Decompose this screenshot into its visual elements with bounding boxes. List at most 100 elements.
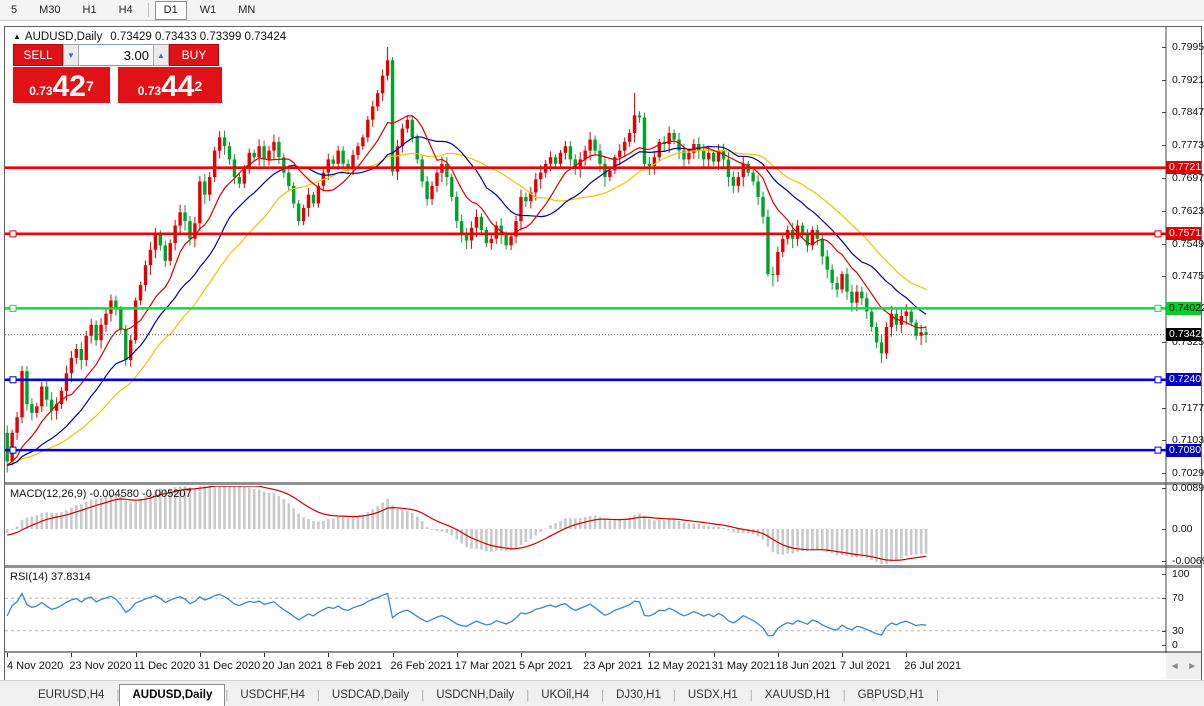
toolbar-separator [147, 3, 149, 17]
axis-tick-mark [1162, 144, 1166, 146]
timeframe-button-H4[interactable]: H4 [118, 3, 133, 16]
rsi-indicator-label: RSI(14) 37.8314 [10, 571, 91, 583]
date-tick-mark [585, 653, 587, 657]
scroll-left-icon[interactable]: ◄ [1169, 660, 1180, 672]
tab-stub [0, 687, 26, 706]
axis-tick-mark [1162, 440, 1166, 442]
axis-tick-label: -0.00697 [1172, 555, 1204, 568]
tab-separator: | [316, 690, 320, 702]
date-tick-label: 18 Jun 2021 [775, 660, 837, 672]
chart-tab-DJ30-H1[interactable]: DJ30,H1 [616, 689, 661, 701]
price-level-badge: 0.75712 [1166, 227, 1204, 241]
timeframe-button-D1[interactable]: D1 [154, 0, 187, 20]
chart-tab-USDCNH-Daily[interactable]: USDCNH,Daily [436, 689, 515, 701]
axis-tick-mark [1162, 645, 1166, 646]
tab-separator: | [842, 690, 846, 702]
sell-price-main: 42 [52, 70, 86, 103]
chart-window: ▲ AUDUSD,Daily 0.73429 0.73433 0.73399 0.7… [4, 26, 1204, 681]
buy-price-pip: 2 [194, 78, 203, 94]
volume-increase-button[interactable]: ▲ [153, 44, 169, 66]
buy-button[interactable]: BUY [169, 44, 219, 66]
axis-tick-mark [1162, 561, 1166, 563]
axis-tick-label: 100 [1172, 568, 1190, 580]
date-tick-label: 23 Apr 2021 [583, 660, 643, 672]
chart-tab-USDCHF-H4[interactable]: USDCHF,H4 [240, 689, 305, 701]
timeframe-button-5[interactable]: 5 [11, 3, 18, 16]
date-tick-mark [906, 653, 908, 657]
chart-tabs-bar: EURUSD,H4 | AUDUSD,Daily | USDCHF,H4 | USDCAD,… [0, 680, 1204, 706]
axis-tick-mark [1162, 488, 1166, 490]
date-tick-label: 26 Feb 2021 [390, 660, 453, 672]
date-tick-mark [777, 653, 779, 657]
timeframe-button-M30[interactable]: M30 [39, 3, 61, 16]
date-axis[interactable]: 4 Nov 2020 23 Nov 2020 11 Dec 2020 31 Dec 2… [5, 653, 1166, 679]
chart-tab-EURUSD-H4[interactable]: EURUSD,H4 [38, 689, 105, 701]
scroll-right-icon[interactable]: ► [1187, 660, 1198, 672]
timeframe-button-H1[interactable]: H1 [82, 3, 97, 16]
date-tick-mark [842, 653, 844, 657]
date-tick-label: 4 Nov 2020 [7, 660, 64, 672]
tab-separator: | [749, 690, 753, 702]
axis-tick-mark [1162, 529, 1166, 530]
date-tick-label: 7 Jul 2021 [840, 660, 891, 672]
date-tick-mark [328, 653, 330, 657]
chart-tab-USDX-H1[interactable]: USDX,H1 [687, 689, 738, 701]
chart-tab-USDCAD-Daily[interactable]: USDCAD,Daily [331, 689, 410, 701]
sell-price-pip: 7 [85, 78, 94, 94]
timeframe-toolbar: 5 M30 H1 H4 D1 W1 MN [0, 0, 1204, 21]
date-tick-mark [713, 653, 715, 657]
buy-price-button[interactable]: 0.73 44 2 [118, 67, 222, 103]
axis-tick-mark [1162, 276, 1166, 278]
axis-tick-label: 70 [1172, 592, 1184, 605]
price-level-badge: 0.73424 [1166, 328, 1204, 342]
tab-separator: | [225, 690, 229, 702]
sell-price-button[interactable]: 0.73 42 7 [13, 67, 110, 103]
axis-tick-label: 0 [1172, 639, 1178, 651]
chart-tab-AUDUSD-Daily[interactable]: AUDUSD,Daily [119, 684, 226, 706]
buy-price-prefix: 0.73 [137, 84, 162, 98]
sell-price-prefix: 0.73 [29, 84, 53, 98]
price-level-badge: 0.70807 [1166, 443, 1204, 457]
date-tick-mark [264, 653, 266, 657]
chart-symbol-label: AUDUSD,Daily [24, 31, 103, 43]
tab-separator: | [526, 690, 530, 702]
axis-tick-label: 0.00 [1172, 523, 1193, 535]
chart-ohlc-values: 0.73429 0.73433 0.73399 0.73424 [110, 31, 287, 43]
volume-input[interactable] [79, 44, 153, 66]
date-tick-label: 17 Mar 2021 [454, 660, 517, 672]
price-chart-canvas[interactable] [5, 27, 1201, 679]
timeframe-button-MN[interactable]: MN [238, 3, 256, 16]
timeframe-button-W1[interactable]: W1 [199, 3, 217, 16]
date-tick-label: 11 Dec 2020 [133, 660, 196, 672]
price-level-badge: 0.74022 [1166, 301, 1204, 315]
date-tick-label: 8 Feb 2021 [326, 660, 382, 672]
tab-separator: | [421, 690, 425, 702]
date-tick-mark [456, 653, 458, 657]
chart-header: ▲ AUDUSD,Daily 0.73429 0.73433 0.73399 0.7… [13, 31, 286, 43]
axis-tick-mark [1162, 630, 1166, 632]
macd-indicator-label: MACD(12,26,9) -0.004580 -0.005207 [10, 488, 192, 500]
collapse-triangle-icon[interactable]: ▲ [13, 32, 21, 41]
axis-tick-mark [1162, 598, 1166, 600]
axis-tick-mark [1162, 47, 1166, 48]
chart-tab-XAUUSD-H1[interactable]: XAUUSD,H1 [764, 689, 831, 701]
sell-button[interactable]: SELL [13, 44, 63, 66]
tab-separator: | [601, 690, 605, 702]
tab-separator: | [936, 690, 940, 702]
chart-tab-UKOil-H4[interactable]: UKOil,H4 [541, 689, 590, 701]
chart-tab-GBPUSD-H1[interactable]: GBPUSD,H1 [857, 689, 925, 701]
tab-separator: | [116, 690, 120, 702]
volume-decrease-button[interactable]: ▼ [63, 44, 79, 66]
axis-tick-mark [1162, 178, 1166, 180]
